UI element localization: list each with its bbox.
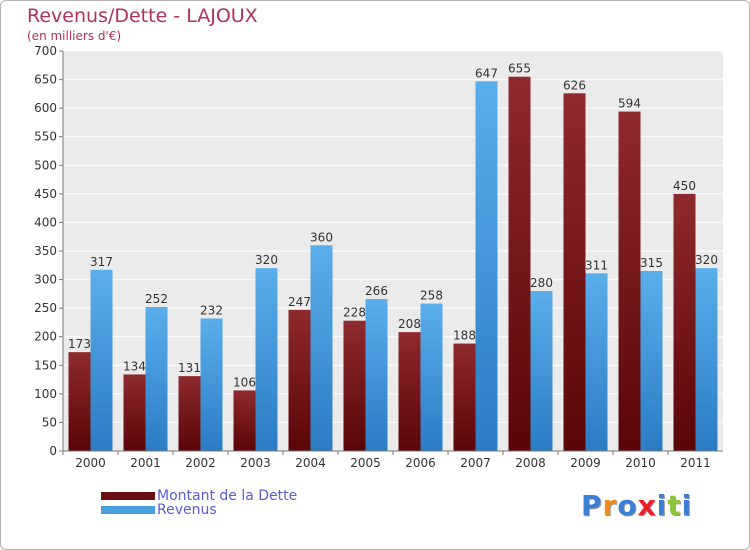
- bar-dette: [68, 352, 91, 451]
- data-label: 655: [508, 62, 531, 76]
- y-tick-label: 450: [34, 187, 57, 201]
- bar-revenus: [420, 303, 443, 451]
- bar-revenus: [200, 318, 223, 451]
- data-label: 131: [178, 361, 201, 375]
- data-label: 134: [123, 359, 146, 373]
- y-tick-label: 100: [34, 387, 57, 401]
- y-tick-label: 700: [34, 44, 57, 58]
- data-label: 320: [695, 253, 718, 267]
- data-label: 317: [90, 255, 113, 269]
- x-tick-label: 2006: [405, 456, 436, 470]
- bar-revenus: [255, 268, 278, 451]
- y-tick-label: 400: [34, 215, 57, 229]
- y-tick-label: 350: [34, 244, 57, 258]
- legend-item-debt: Montant de la Dette: [101, 488, 298, 504]
- x-tick-label: 2005: [350, 456, 381, 470]
- data-label: 266: [365, 284, 388, 298]
- data-label: 360: [310, 230, 333, 244]
- bar-dette: [178, 376, 201, 451]
- x-tick-label: 2003: [240, 456, 271, 470]
- x-tick-label: 2004: [295, 456, 326, 470]
- x-tick-label: 2002: [185, 456, 216, 470]
- data-label: 106: [233, 375, 256, 389]
- bar-dette: [288, 309, 311, 451]
- legend-swatch-revenus: [101, 506, 155, 514]
- bar-dette: [673, 193, 696, 451]
- x-tick-label: 2011: [680, 456, 711, 470]
- data-label: 594: [618, 97, 641, 111]
- bar-revenus: [310, 245, 333, 451]
- y-tick-label: 550: [34, 130, 57, 144]
- data-label: 626: [563, 78, 586, 92]
- bar-revenus: [585, 273, 608, 451]
- chart-title: Revenus/Dette - LAJOUX: [27, 5, 258, 27]
- y-tick-label: 150: [34, 358, 57, 372]
- bar-dette: [453, 343, 476, 451]
- bar-revenus: [145, 307, 168, 451]
- x-tick-label: 2009: [570, 456, 601, 470]
- y-tick-label: 600: [34, 101, 57, 115]
- bar-dette: [398, 332, 421, 451]
- bar-dette: [343, 320, 366, 451]
- data-label: 173: [68, 337, 91, 351]
- bar-dette: [508, 76, 531, 451]
- bar-revenus: [640, 271, 663, 451]
- y-tick-label: 300: [34, 273, 57, 287]
- y-tick-label: 650: [34, 73, 57, 87]
- x-tick-label: 2008: [515, 456, 546, 470]
- legend-label-revenus: Revenus: [157, 502, 217, 518]
- x-tick-label: 2007: [460, 456, 491, 470]
- y-tick-label: 250: [34, 301, 57, 315]
- legend-swatch-debt: [101, 492, 155, 500]
- data-label: 258: [420, 289, 443, 303]
- bar-dette: [618, 111, 641, 452]
- bar-revenus: [530, 291, 553, 451]
- bar-dette: [123, 374, 146, 451]
- legend-item-revenus: Revenus: [101, 502, 217, 518]
- data-label: 280: [530, 276, 553, 290]
- data-label: 315: [640, 256, 663, 270]
- bar-revenus: [365, 299, 388, 451]
- data-label: 188: [453, 329, 476, 343]
- data-label: 647: [475, 66, 498, 80]
- y-tick-label: 0: [49, 444, 57, 458]
- bar-revenus: [695, 268, 718, 451]
- data-label: 320: [255, 253, 278, 267]
- y-tick-label: 50: [42, 415, 57, 429]
- data-label: 208: [398, 317, 421, 331]
- chart-subtitle: (en milliers d'€): [27, 29, 122, 43]
- bar-revenus: [475, 81, 498, 452]
- bar-dette: [563, 93, 586, 452]
- x-tick-label: 2010: [625, 456, 656, 470]
- data-label: 252: [145, 292, 168, 306]
- data-label: 311: [585, 258, 608, 272]
- legend-label-debt: Montant de la Dette: [157, 488, 298, 504]
- y-tick-label: 200: [34, 330, 57, 344]
- proxiti-logo: Proxiti: [581, 489, 693, 522]
- x-tick-label: 2001: [130, 456, 161, 470]
- bar-revenus: [90, 269, 113, 451]
- x-tick-label: 2000: [75, 456, 106, 470]
- data-label: 228: [343, 306, 366, 320]
- bar-dette: [233, 390, 256, 451]
- data-label: 450: [673, 179, 696, 193]
- data-label: 232: [200, 303, 223, 317]
- y-tick-label: 500: [34, 158, 57, 172]
- data-label: 247: [288, 295, 311, 309]
